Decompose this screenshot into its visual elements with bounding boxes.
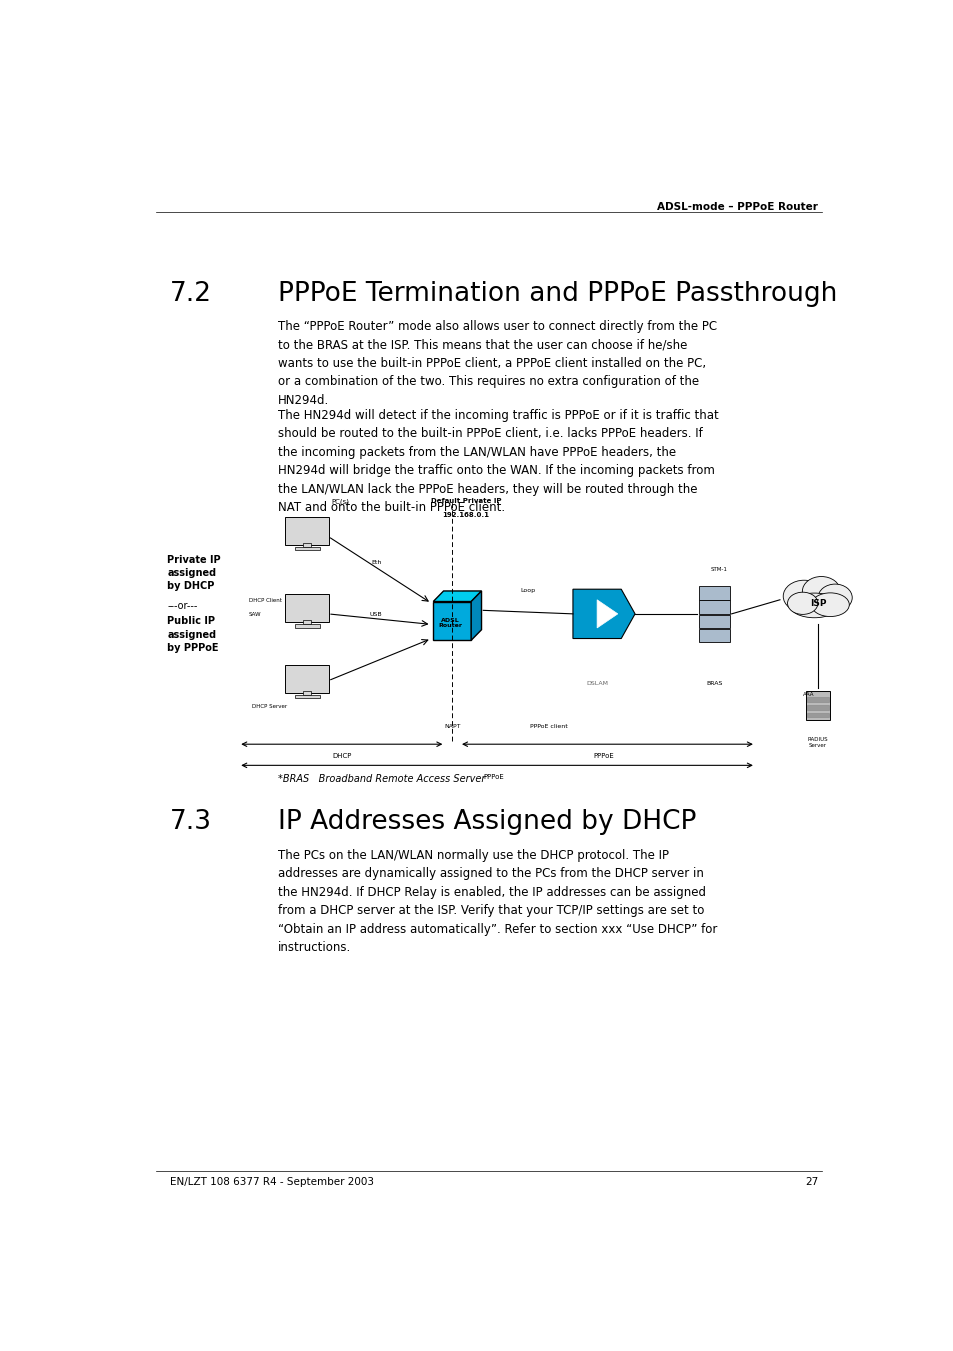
Text: DSLAM: DSLAM (585, 681, 607, 686)
Text: DHCP: DHCP (332, 753, 351, 759)
Bar (699, 586, 729, 600)
FancyBboxPatch shape (285, 665, 329, 693)
Bar (303, 620, 311, 624)
Bar (699, 600, 729, 613)
Text: RADIUS
Server: RADIUS Server (807, 738, 827, 748)
Text: PPPoE client: PPPoE client (529, 724, 567, 730)
Text: SAW: SAW (249, 612, 261, 617)
Bar (303, 543, 311, 547)
Text: EN/LZT 108 6377 R4 - September 2003: EN/LZT 108 6377 R4 - September 2003 (170, 1177, 374, 1188)
Bar (303, 690, 311, 694)
Ellipse shape (810, 593, 848, 616)
Text: ADSL-mode – PPPoE Router: ADSL-mode – PPPoE Router (657, 203, 818, 212)
FancyBboxPatch shape (285, 517, 329, 544)
Text: NAPT: NAPT (443, 724, 460, 730)
Text: 27: 27 (804, 1177, 818, 1188)
Bar (294, 694, 319, 698)
Text: *BRAS   Broadband Remote Access Server: *BRAS Broadband Remote Access Server (278, 774, 485, 785)
FancyBboxPatch shape (433, 601, 471, 640)
Text: ADSL
Router: ADSL Router (437, 617, 461, 628)
Text: 7.2: 7.2 (170, 281, 212, 308)
Ellipse shape (782, 580, 824, 612)
Ellipse shape (801, 577, 840, 607)
Bar (699, 615, 729, 628)
Text: PPPoE: PPPoE (483, 774, 503, 780)
Text: Public IP
assigned
by PPPoE: Public IP assigned by PPPoE (167, 616, 218, 653)
Text: The “PPPoE Router” mode also allows user to connect directly from the PC
to the : The “PPPoE Router” mode also allows user… (278, 320, 717, 407)
Bar (699, 628, 729, 642)
Text: IP Addresses Assigned by DHCP: IP Addresses Assigned by DHCP (278, 809, 696, 835)
Text: PC(s): PC(s) (331, 499, 349, 505)
Text: Loop: Loop (520, 588, 535, 593)
Bar (806, 697, 828, 703)
Text: DHCP Server: DHCP Server (252, 704, 287, 709)
Text: Eth: Eth (371, 559, 381, 565)
Text: Private IP
assigned
by DHCP: Private IP assigned by DHCP (167, 555, 221, 592)
Bar (294, 624, 319, 628)
Text: USB: USB (370, 612, 382, 617)
Polygon shape (433, 590, 481, 601)
Bar (294, 547, 319, 550)
Ellipse shape (787, 592, 817, 615)
Text: 7.3: 7.3 (170, 809, 212, 835)
Text: ---or---: ---or--- (167, 601, 197, 611)
Text: Default Private IP: Default Private IP (431, 497, 500, 504)
Text: 192.168.0.1: 192.168.0.1 (442, 512, 489, 517)
Bar (806, 705, 828, 709)
Text: PPPoE: PPPoE (593, 753, 614, 759)
Text: AAA: AAA (801, 692, 813, 697)
Polygon shape (471, 590, 481, 640)
Text: STM-1: STM-1 (710, 566, 727, 571)
Text: PPPoE Termination and PPPoE Passthrough: PPPoE Termination and PPPoE Passthrough (278, 281, 837, 308)
FancyBboxPatch shape (285, 594, 329, 623)
Text: The HN294d will detect if the incoming traffic is PPPoE or if it is traffic that: The HN294d will detect if the incoming t… (278, 408, 719, 513)
Bar (805, 692, 829, 720)
Polygon shape (573, 589, 635, 639)
Bar (806, 712, 828, 717)
Polygon shape (597, 600, 618, 628)
Ellipse shape (818, 584, 851, 611)
Text: BRAS: BRAS (705, 681, 721, 686)
Text: DHCP Client: DHCP Client (249, 598, 281, 604)
Text: The PCs on the LAN/WLAN normally use the DHCP protocol. The IP
addresses are dyn: The PCs on the LAN/WLAN normally use the… (278, 848, 717, 954)
Ellipse shape (789, 593, 839, 617)
Text: ISP: ISP (809, 598, 825, 608)
